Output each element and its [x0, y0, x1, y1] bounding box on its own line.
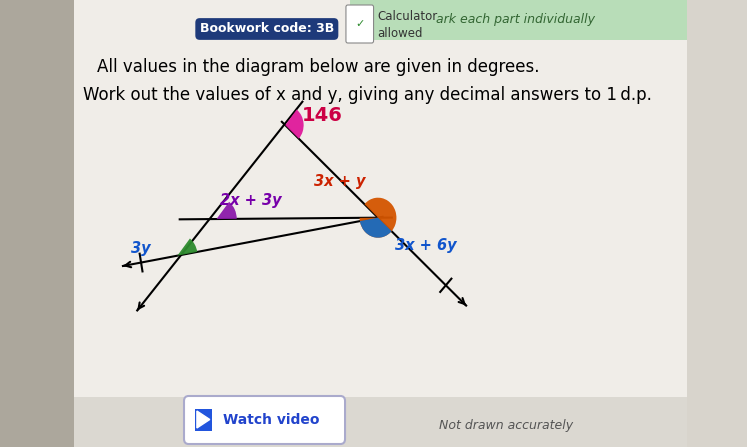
Wedge shape	[285, 110, 303, 139]
Bar	[350, 0, 687, 40]
Text: Calculator: Calculator	[377, 9, 438, 22]
Text: Work out the values of x and y, giving any decimal answers to 1 d.p.: Work out the values of x and y, giving a…	[83, 86, 651, 104]
Text: 2x + 3y: 2x + 3y	[220, 193, 282, 208]
Text: 146: 146	[302, 105, 343, 125]
Text: All values in the diagram below are given in degrees.: All values in the diagram below are give…	[96, 58, 539, 76]
Text: Bookwork code: 3B: Bookwork code: 3B	[199, 22, 334, 35]
Wedge shape	[217, 202, 237, 219]
Wedge shape	[177, 238, 197, 256]
FancyBboxPatch shape	[184, 396, 345, 444]
Bar	[195, 409, 211, 431]
FancyBboxPatch shape	[346, 5, 374, 43]
Text: Not drawn accurately: Not drawn accurately	[439, 418, 573, 431]
Text: 3x + y: 3x + y	[314, 174, 365, 189]
Text: Watch video: Watch video	[223, 413, 319, 426]
Text: allowed: allowed	[377, 28, 423, 41]
Polygon shape	[197, 411, 210, 428]
Bar	[74, 397, 687, 447]
Text: 3x + 6y: 3x + 6y	[394, 238, 456, 253]
Text: ark each part individually: ark each part individually	[436, 13, 595, 26]
Text: ✓: ✓	[355, 19, 365, 29]
Bar	[0, 0, 111, 447]
Wedge shape	[359, 198, 397, 238]
Wedge shape	[360, 218, 391, 238]
Text: 3y: 3y	[131, 240, 151, 256]
Bar	[74, 0, 687, 447]
